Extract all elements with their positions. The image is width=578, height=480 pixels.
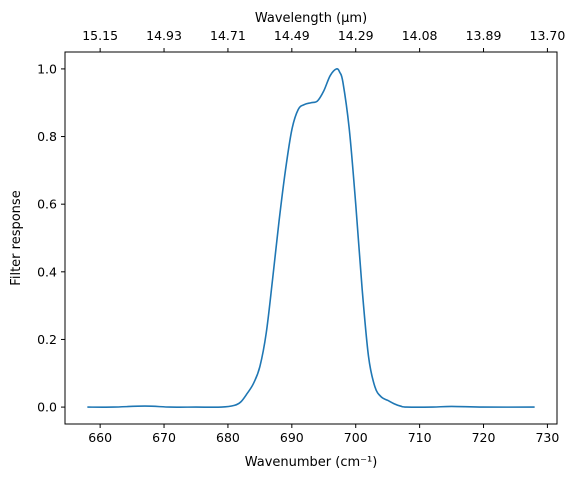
x-tick-label: 660 (88, 430, 112, 445)
plot-frame (64, 51, 558, 425)
x-tick-label: 670 (152, 430, 176, 445)
y-axis-label: Filter response (9, 190, 24, 285)
top-x-tick-label: 14.71 (210, 28, 246, 43)
plot-layer: 660 670 680 690 700 710 720 730 15.15 14.93 14.71 1… (37, 28, 565, 445)
x-tick-label: 680 (216, 430, 240, 445)
top-x-tick-label: 13.70 (530, 28, 566, 43)
y-tick-label: 0.6 (37, 197, 57, 212)
x-tick-label: 720 (472, 430, 496, 445)
y-tick-label: 1.0 (37, 61, 57, 76)
x-axis-label: Wavenumber (cm⁻¹) (245, 455, 378, 470)
top-x-tick-label: 14.29 (338, 28, 374, 43)
x-tick-label: 710 (408, 430, 432, 445)
series-line (87, 68, 535, 409)
top-x-tick-label: 14.93 (146, 28, 182, 43)
y-tick-label: 0.2 (37, 332, 57, 347)
top-x-tick-label: 13.89 (466, 28, 502, 43)
x-tick-label: 730 (535, 430, 559, 445)
top-x-axis-label: Wavelength (μm) (255, 11, 367, 26)
top-x-tick-label: 14.49 (274, 28, 310, 43)
y-tick-label: 0.4 (37, 264, 57, 279)
x-tick-label: 690 (280, 430, 304, 445)
top-x-tick-label: 15.15 (82, 28, 118, 43)
top-x-tick-label: 14.08 (402, 28, 438, 43)
x-tick-label: 700 (344, 430, 368, 445)
y-tick-label: 0.0 (37, 400, 57, 415)
y-tick-label: 0.8 (37, 129, 57, 144)
